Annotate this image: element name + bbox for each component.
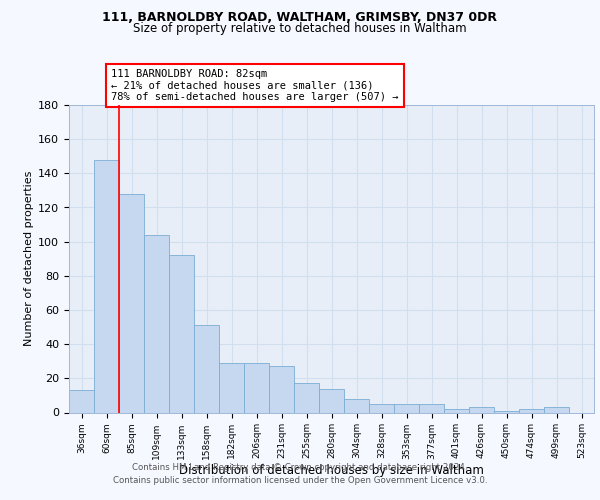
Bar [469, 408, 494, 412]
Bar [319, 388, 344, 412]
Bar [219, 363, 244, 412]
Text: Size of property relative to detached houses in Waltham: Size of property relative to detached ho… [133, 22, 467, 35]
Text: Contains HM Land Registry data © Crown copyright and database right 2024.: Contains HM Land Registry data © Crown c… [132, 464, 468, 472]
Bar [419, 404, 444, 412]
Bar [194, 326, 219, 412]
Bar [519, 409, 544, 412]
Text: 111, BARNOLDBY ROAD, WALTHAM, GRIMSBY, DN37 0DR: 111, BARNOLDBY ROAD, WALTHAM, GRIMSBY, D… [103, 11, 497, 24]
Bar [444, 409, 469, 412]
Bar [144, 235, 169, 412]
Bar [394, 404, 419, 412]
Bar [244, 363, 269, 412]
Bar [119, 194, 144, 412]
Bar [544, 408, 569, 412]
Bar [344, 399, 369, 412]
Bar [94, 160, 119, 412]
Bar [369, 404, 394, 412]
Bar [269, 366, 294, 412]
Bar [494, 411, 519, 412]
Text: 111 BARNOLDBY ROAD: 82sqm
← 21% of detached houses are smaller (136)
78% of semi: 111 BARNOLDBY ROAD: 82sqm ← 21% of detac… [111, 68, 398, 102]
Bar [294, 384, 319, 412]
Bar [69, 390, 94, 412]
Bar [169, 256, 194, 412]
Text: Contains public sector information licensed under the Open Government Licence v3: Contains public sector information licen… [113, 476, 487, 485]
Y-axis label: Number of detached properties: Number of detached properties [24, 171, 34, 346]
X-axis label: Distribution of detached houses by size in Waltham: Distribution of detached houses by size … [179, 464, 484, 477]
